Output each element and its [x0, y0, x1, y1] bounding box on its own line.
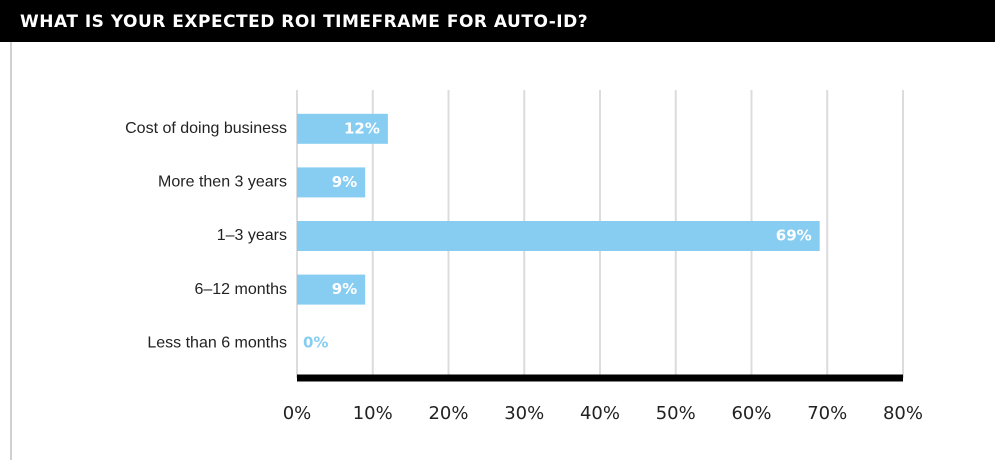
value-label: 9%: [332, 173, 357, 191]
bar: [297, 167, 366, 198]
category-label: Less than 6 months: [147, 334, 287, 351]
value-label: 69%: [776, 227, 812, 245]
bar: [297, 221, 820, 251]
category-label: 6–12 months: [194, 281, 287, 298]
x-tick-label: 70%: [807, 403, 847, 424]
value-label: 9%: [332, 280, 357, 298]
x-tick-label: 60%: [731, 403, 771, 424]
x-tick-label: 10%: [353, 403, 393, 424]
bar: [297, 274, 366, 305]
x-tick-label: 20%: [428, 403, 468, 424]
bar: [297, 113, 388, 144]
x-tick-label: 80%: [883, 403, 923, 424]
x-tick-label: 0%: [283, 403, 312, 424]
title-bar: [0, 0, 995, 42]
chart-title: WHAT IS YOUR EXPECTED ROI TIMEFRAME FOR …: [20, 12, 588, 32]
value-label: 12%: [344, 119, 380, 137]
x-tick-label: 30%: [504, 403, 544, 424]
category-label: Cost of doing business: [125, 120, 287, 137]
x-tick-label: 40%: [580, 403, 620, 424]
x-tick-label: 50%: [656, 403, 696, 424]
category-label: 1–3 years: [217, 227, 287, 244]
category-label: More then 3 years: [158, 174, 287, 191]
value-label: 0%: [303, 334, 328, 352]
